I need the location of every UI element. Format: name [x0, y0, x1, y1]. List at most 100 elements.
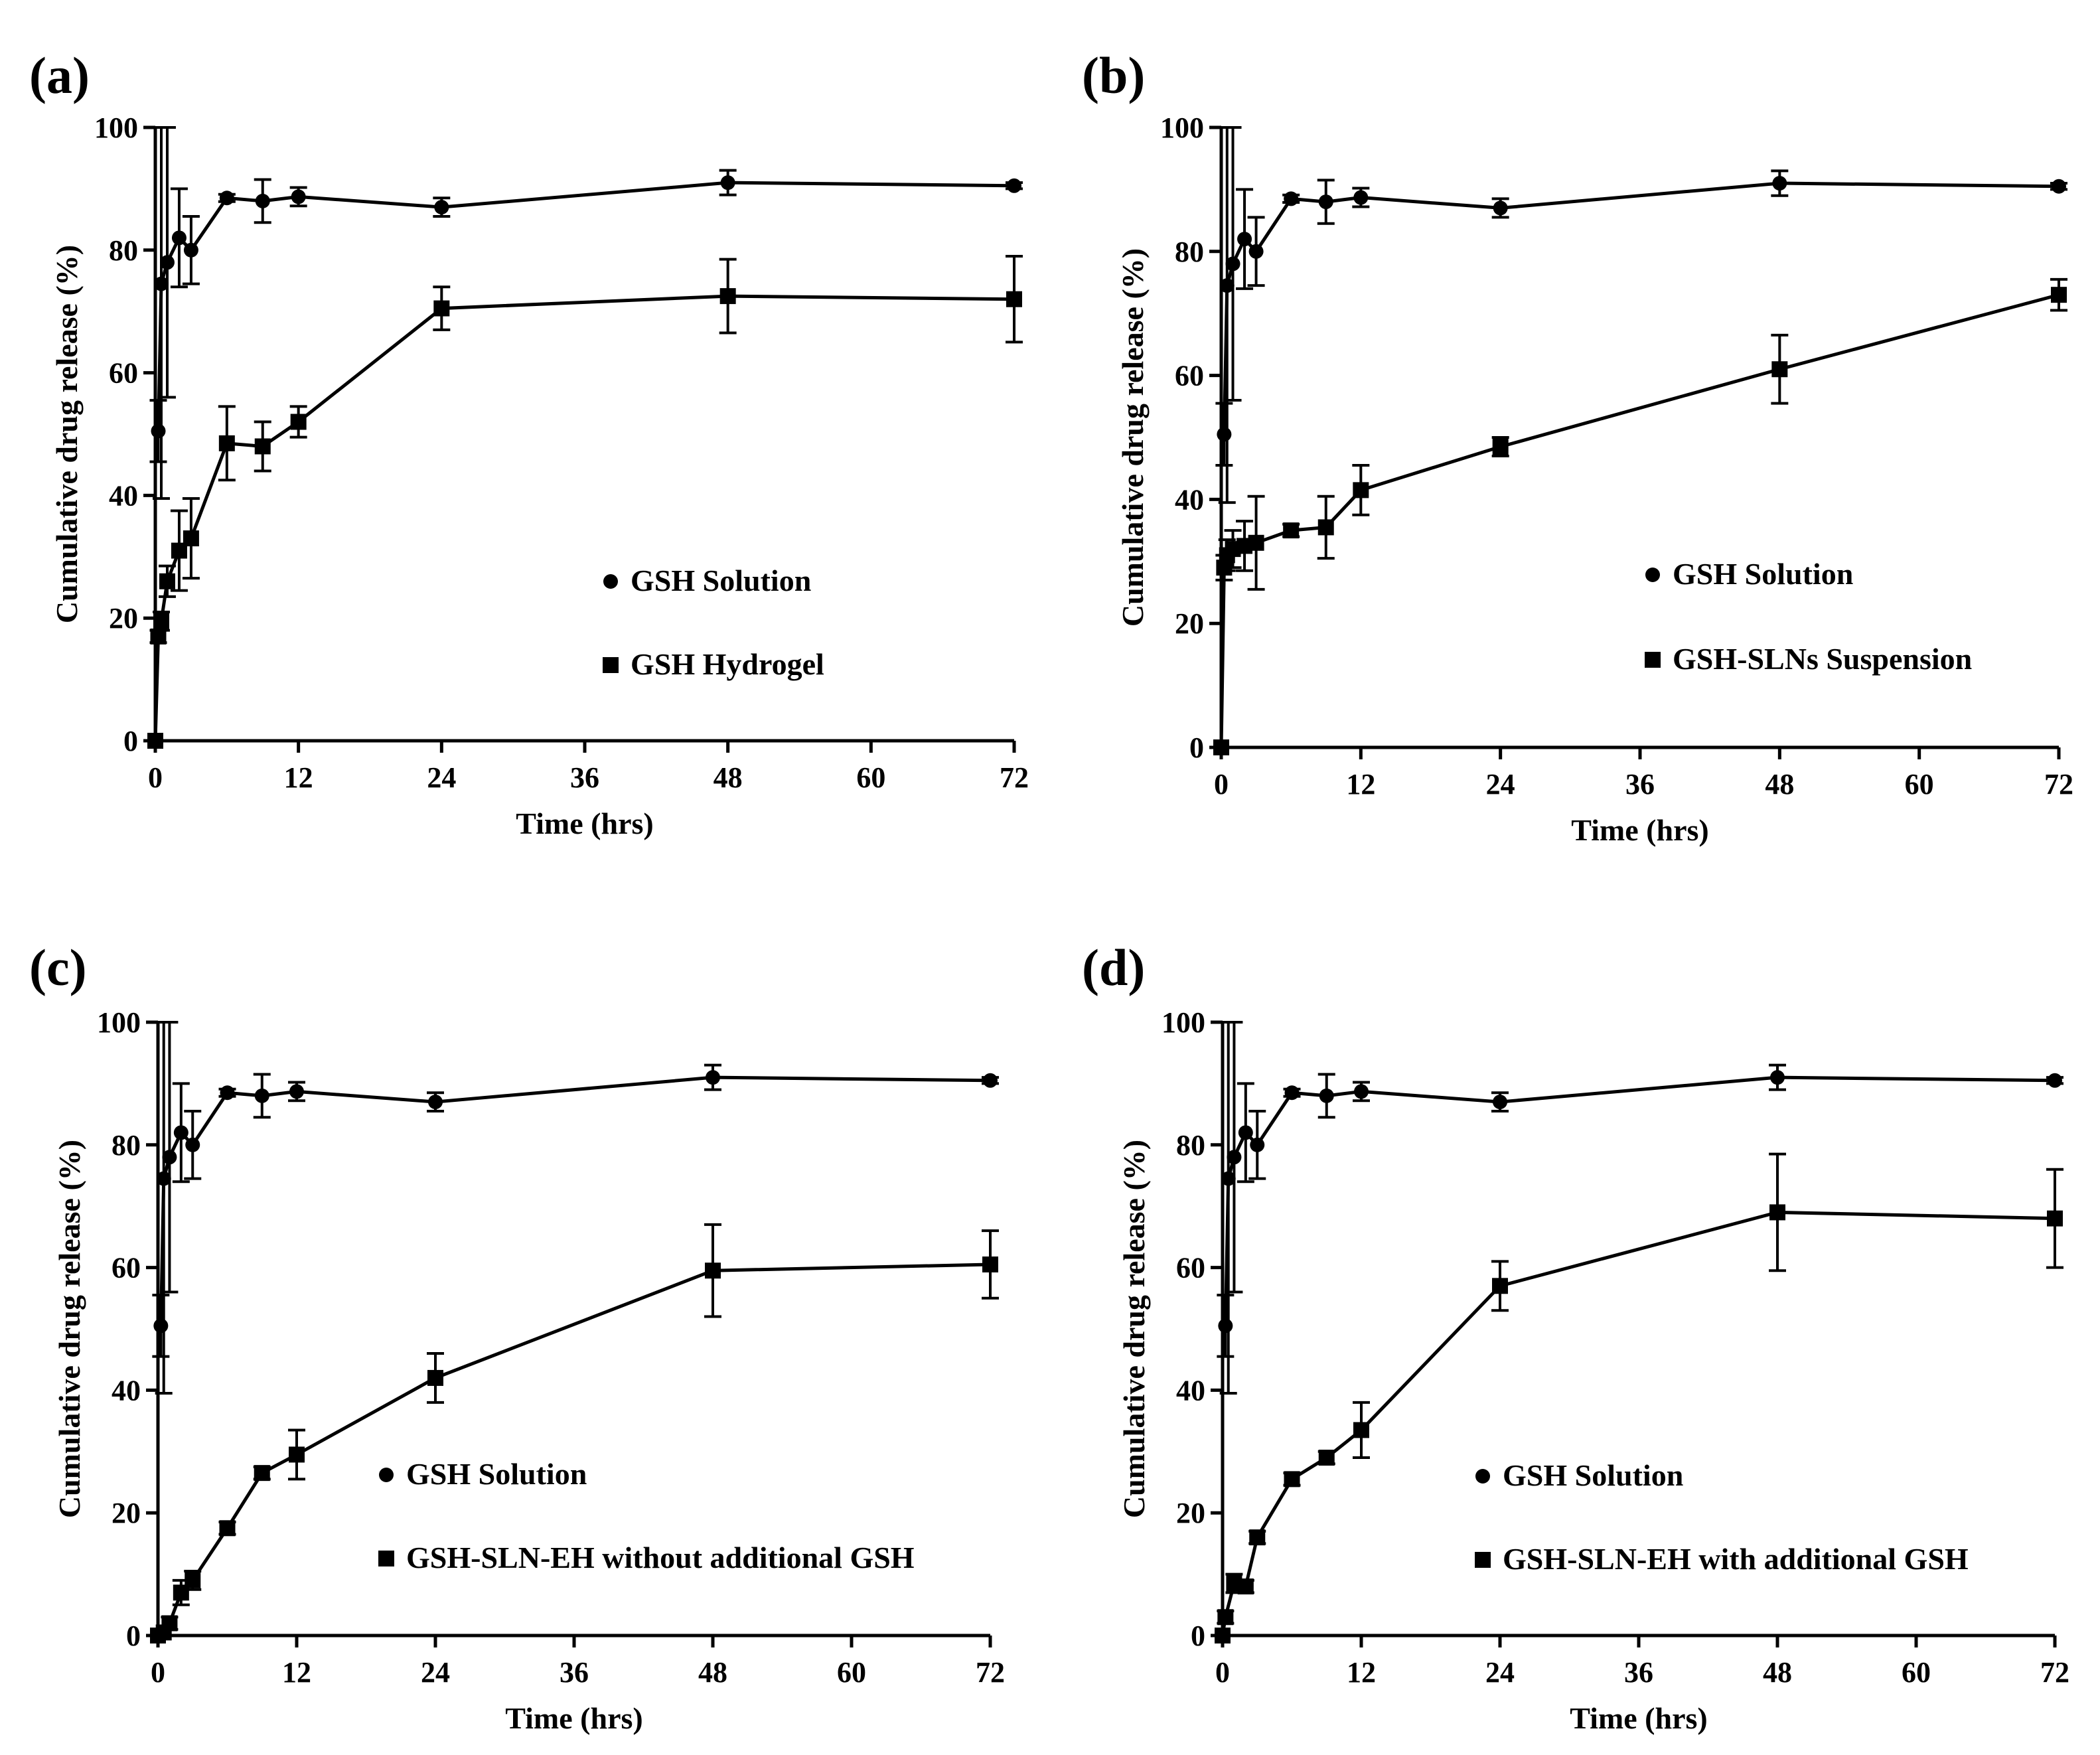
x-tick-label: 36 [560, 1656, 589, 1689]
legend-marker-square [1475, 1552, 1491, 1568]
x-tick-label: 72 [976, 1656, 1005, 1689]
data-point-square [2051, 287, 2067, 303]
legend-marker-circle [379, 1468, 394, 1482]
y-axis-title: Cumulative drug release (%) [1117, 1140, 1151, 1518]
data-point-circle [428, 1095, 443, 1110]
panel-label: (a) [29, 46, 90, 104]
y-tick-label: 20 [109, 602, 138, 635]
y-tick-label: 20 [1175, 607, 1204, 640]
data-point-circle [1221, 1171, 1236, 1186]
y-tick-label: 20 [1176, 1497, 1205, 1529]
series-solution [149, 126, 1023, 500]
data-point-circle [1219, 278, 1235, 293]
data-point-circle [1493, 1095, 1507, 1110]
x-tick-label: 48 [1765, 768, 1794, 801]
data-point-circle [1227, 1150, 1242, 1165]
series-line [1223, 1075, 2056, 1326]
series-solution [1215, 126, 2067, 504]
data-point-circle [1284, 191, 1299, 206]
data-point-circle [1007, 178, 1021, 193]
y-tick-label: 80 [1176, 1129, 1205, 1162]
y-axis-title: Cumulative drug release (%) [52, 1140, 86, 1518]
data-point-square [183, 530, 199, 547]
data-point-circle [434, 200, 449, 215]
x-tick-label: 24 [427, 761, 456, 794]
panel-label: (d) [1082, 939, 1145, 996]
y-tick-label: 20 [112, 1497, 141, 1529]
x-tick-label: 72 [1000, 761, 1029, 794]
y-axis-title: Cumulative drug release (%) [1116, 248, 1150, 627]
x-tick-label: 24 [421, 1656, 450, 1689]
data-point-circle [220, 1085, 235, 1101]
x-tick-label: 0 [1214, 768, 1229, 801]
legend-label: GSH Solution [631, 564, 811, 597]
panel-label: (c) [29, 939, 87, 996]
data-point-circle [720, 175, 735, 191]
legend-marker-circle [1475, 1469, 1490, 1484]
data-point-circle [2052, 179, 2066, 194]
y-tick-label: 40 [112, 1374, 141, 1407]
legend-marker-circle [1645, 568, 1660, 582]
x-tick-label: 72 [2044, 768, 2073, 801]
data-point-square [1237, 1578, 1254, 1595]
chart-panel-c: (c) 0 12 24 36 48 60 72 0 20 40 60 80 100 Time (hrs) Cu… [29, 939, 1005, 1735]
legend-marker-square [1645, 652, 1661, 668]
series-formulation [1213, 277, 2067, 755]
data-point-circle [289, 1084, 304, 1099]
data-point-circle [291, 189, 306, 204]
data-point-square [1248, 534, 1264, 551]
data-point-square [185, 1572, 201, 1588]
data-point-circle [156, 1171, 171, 1186]
chart-panel-d: (d) 0 12 24 36 48 60 72 0 20 40 60 80 100 Time (hrs) Cu… [1082, 939, 2069, 1735]
x-tick-label: 24 [1486, 768, 1515, 801]
data-point-circle [1225, 256, 1240, 271]
series-solution [152, 1021, 999, 1395]
legend-label: GSH-SLN-EH with additional GSH [1503, 1542, 1969, 1576]
chart-panel-a: (a) 0 12 24 36 48 60 72 0 20 40 60 80 100 Time (hrs) Cu… [29, 46, 1029, 840]
y-tick-label: 80 [1175, 236, 1204, 268]
data-point-square [1318, 1450, 1335, 1466]
data-point-square [1249, 1529, 1266, 1546]
data-point-square [290, 414, 307, 430]
legend-label: GSH Solution [406, 1457, 587, 1491]
data-point-square [433, 300, 450, 317]
data-point-circle [2048, 1073, 2062, 1088]
series-line [1222, 181, 2060, 435]
series-formulation [147, 255, 1023, 749]
x-tick-label: 0 [148, 761, 163, 794]
data-point-circle [1353, 190, 1369, 205]
data-point-square [427, 1369, 443, 1386]
x-tick-label: 60 [837, 1656, 866, 1689]
y-axis-title: Cumulative drug release (%) [50, 245, 84, 623]
data-point-square [1769, 1204, 1785, 1221]
y-tick-label: 0 [1191, 1620, 1205, 1652]
data-point-square [1492, 439, 1509, 455]
x-tick-label: 12 [1347, 1656, 1376, 1689]
x-tick-label: 60 [1902, 1656, 1931, 1689]
data-point-square [254, 438, 271, 455]
data-point-square [153, 613, 169, 629]
x-axis-title: Time (hrs) [516, 806, 653, 840]
series-line [159, 1075, 991, 1326]
x-tick-label: 72 [2040, 1656, 2069, 1689]
data-point-square [161, 1615, 178, 1632]
legend-marker-square [378, 1551, 394, 1566]
x-tick-label: 36 [570, 761, 599, 794]
data-point-square [1353, 482, 1369, 498]
data-point-square [1771, 361, 1788, 378]
data-point-square [218, 435, 235, 451]
x-tick-label: 12 [1346, 768, 1375, 801]
x-tick-label: 0 [151, 1656, 165, 1689]
data-point-circle [706, 1070, 720, 1085]
panel-label: (b) [1082, 46, 1145, 104]
data-point-square [1283, 522, 1300, 539]
chart-panel-b: (b) 0 12 24 36 48 60 72 0 20 40 60 80 100 Time (hrs) Cu… [1082, 46, 2073, 847]
data-point-circle [1493, 200, 1508, 216]
data-point-square [1317, 519, 1334, 536]
data-point-circle [159, 255, 175, 270]
data-point-circle [1237, 232, 1252, 247]
data-point-square [1215, 1628, 1231, 1643]
data-point-circle [254, 1088, 269, 1103]
data-point-circle [1238, 1125, 1253, 1140]
